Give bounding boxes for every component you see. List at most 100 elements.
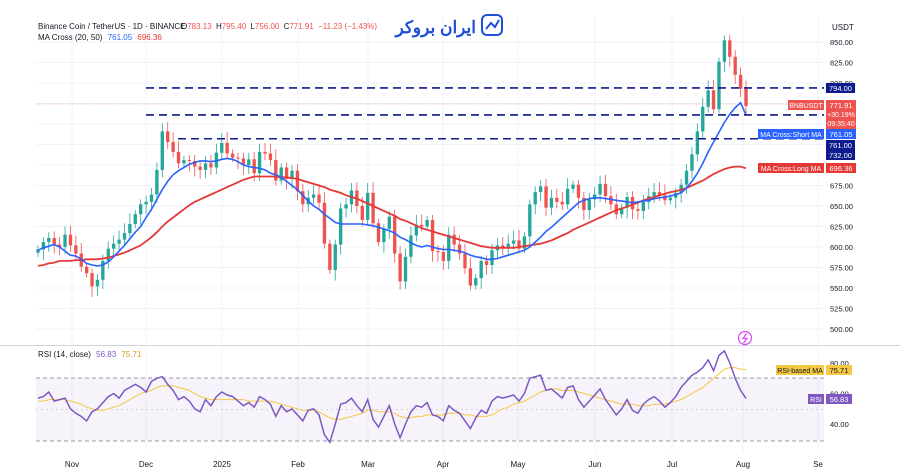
- candle-body: [555, 197, 559, 202]
- time-tick-label: May: [510, 460, 525, 469]
- broker-logo-icon: [481, 14, 503, 36]
- candle-body: [711, 90, 716, 110]
- candle-body: [420, 224, 424, 227]
- tag-last-price-value: 771.91: [830, 101, 853, 110]
- candle-body: [230, 153, 235, 158]
- candle-body: [236, 157, 240, 159]
- tag-level-2-text: 761.00: [829, 141, 852, 150]
- price-tick-label: 825.00: [830, 59, 853, 68]
- candle-body: [122, 233, 127, 240]
- ohlc-h-value: 795.40: [222, 22, 247, 31]
- candle-body: [252, 159, 256, 174]
- rsi-tick-label: 80.00: [830, 359, 849, 368]
- ohlc-change: −11.23 (−1.43%): [318, 22, 377, 31]
- candle-body: [68, 234, 73, 246]
- candle-body: [36, 249, 40, 253]
- candle-body: [533, 192, 537, 205]
- candle-body: [117, 239, 121, 244]
- tag-rsi-ma-value: 75.71: [830, 366, 849, 375]
- ohlc-l-value: 756.00: [255, 22, 280, 31]
- candle-body: [95, 279, 100, 287]
- candle-body: [441, 251, 446, 261]
- lightning-icon[interactable]: [737, 330, 753, 346]
- price-tick-label: 675.00: [830, 182, 853, 191]
- candle-body: [609, 196, 613, 205]
- candle-body: [565, 188, 570, 205]
- candle-body: [403, 256, 408, 282]
- candle-body: [74, 245, 78, 254]
- candle-body: [257, 151, 262, 174]
- tag-ma-long-value: 696.36: [830, 164, 853, 173]
- ma-legend-label: MA Cross (20, 50): [38, 33, 103, 42]
- candle-body: [295, 170, 300, 192]
- rsi-line: [37, 349, 747, 444]
- candle-body: [376, 223, 381, 243]
- candle-body: [301, 191, 305, 205]
- candle-body: [522, 236, 527, 249]
- candle-body: [263, 151, 267, 154]
- candle-body: [360, 206, 364, 220]
- candle-body: [333, 244, 337, 270]
- candle-body: [728, 40, 732, 57]
- candle-body: [544, 186, 548, 208]
- candle-body: [479, 260, 483, 279]
- candle-body: [657, 192, 662, 196]
- ma-legend-short-value: 761.05: [108, 33, 133, 42]
- candle-body: [371, 192, 375, 224]
- time-tick-label: Jun: [589, 460, 602, 469]
- price-tick-label: 650.00: [830, 202, 853, 211]
- candle-body: [425, 219, 429, 227]
- tag-rsi-ma: RSI-based MA 75.71: [776, 365, 852, 375]
- candle-body: [220, 142, 224, 153]
- candle-body: [155, 169, 159, 195]
- candle-body: [636, 209, 640, 211]
- candle-body: [274, 160, 278, 181]
- candle-body: [695, 131, 700, 155]
- time-ticks: Nov Dec 2025 Feb Mar Apr May Jun Jul Aug Se: [65, 460, 824, 469]
- rsi-legend-title: RSI (14, close): [38, 350, 91, 359]
- tag-ma-long-name: MA Cross:Long MA: [761, 166, 822, 173]
- tag-ma-long: MA Cross:Long MA 696.36: [758, 163, 856, 173]
- ohlc-l-label: L: [250, 22, 255, 31]
- candle-body: [198, 166, 202, 170]
- ohlc-line: O783.13 H795.40 L756.00 C771.91 −11.23 (…: [181, 22, 377, 31]
- tag-rsi-value: 56.83: [830, 395, 849, 404]
- candle-body: [620, 207, 624, 215]
- broker-logo: ایران بروکر: [393, 14, 503, 38]
- candle-body: [517, 240, 521, 249]
- candle-body: [733, 56, 737, 75]
- candle-body: [592, 194, 597, 200]
- time-tick-label: Apr: [437, 460, 450, 469]
- candle-body: [193, 160, 197, 167]
- rsi-legend-ma-value: 75.71: [121, 350, 142, 359]
- candle-body: [247, 159, 251, 165]
- time-tick-label: Se: [813, 460, 823, 469]
- candle-body: [84, 266, 89, 274]
- candle-body: [393, 216, 397, 254]
- tag-rsi: RSI 56.83: [808, 394, 852, 404]
- candle-body: [209, 163, 213, 168]
- tag-ma-short: MA Cross:Short MA 761.05: [758, 129, 856, 139]
- time-tick-label: Jul: [667, 460, 677, 469]
- price-tick-label: 625.00: [830, 223, 853, 232]
- candle-body: [603, 183, 608, 197]
- candle-body: [706, 90, 710, 107]
- candle-body: [409, 235, 413, 257]
- candle-body: [463, 253, 467, 269]
- ma-short-line: [37, 101, 747, 267]
- candle-body: [506, 243, 510, 248]
- candle-body: [744, 88, 748, 106]
- candle-body: [576, 184, 581, 198]
- candle-body: [284, 167, 289, 179]
- candle-body: [139, 204, 143, 215]
- candle-body: [549, 197, 554, 208]
- candle-body: [268, 153, 273, 161]
- candle-body: [447, 234, 451, 261]
- candle-body: [382, 228, 386, 243]
- candle-body: [690, 154, 694, 171]
- tag-change-pct: +30.19%: [827, 112, 855, 119]
- candle-body: [160, 131, 164, 170]
- ohlc-o-value: 783.13: [187, 22, 212, 31]
